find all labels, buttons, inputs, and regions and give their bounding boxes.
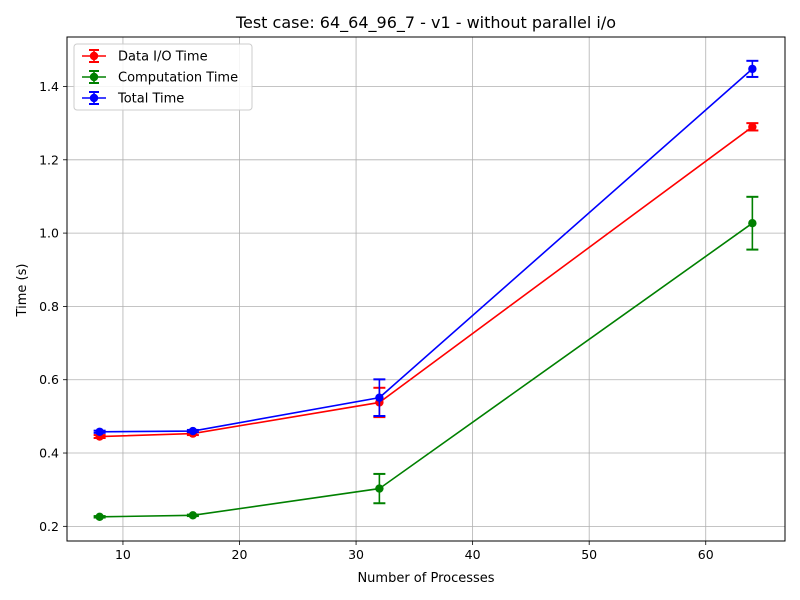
x-tick-label: 10 xyxy=(115,547,131,562)
x-tick-label: 50 xyxy=(581,547,597,562)
legend-item: Total Time xyxy=(82,91,184,107)
y-axis-label: Time (s) xyxy=(15,264,30,318)
chart-title: Test case: 64_64_96_7 - v1 - without par… xyxy=(235,13,616,33)
series-total-time xyxy=(93,59,759,436)
x-axis-label: Number of Processes xyxy=(357,571,494,586)
legend-item: Data I/O Time xyxy=(82,49,208,65)
legend-label: Total Time xyxy=(117,92,184,107)
data-point xyxy=(748,122,757,132)
legend-handle-marker xyxy=(89,93,99,103)
data-point xyxy=(748,64,757,74)
data-point xyxy=(188,426,198,436)
x-tick-label: 30 xyxy=(348,547,364,562)
series-layer xyxy=(93,59,759,522)
y-tick-label: 1.0 xyxy=(39,226,59,241)
legend-handle-marker xyxy=(89,51,99,61)
y-tick-label: 1.2 xyxy=(39,152,59,167)
legend-handle-marker xyxy=(89,72,99,82)
y-tick-label: 0.2 xyxy=(39,519,59,534)
series-line xyxy=(99,68,753,433)
x-tick-label: 60 xyxy=(698,547,714,562)
axis-ticks: 10 20 30 40 50 60 0.2 0.4 0.6 0.8 1.0 1.2 1.4 xyxy=(39,79,714,562)
x-tick-label: 40 xyxy=(465,547,481,562)
series-line xyxy=(99,126,753,438)
legend: Data I/O Time Computation Time Total Time xyxy=(73,43,253,111)
data-point xyxy=(375,484,384,493)
x-tick-label: 20 xyxy=(232,547,248,562)
y-tick-label: 0.6 xyxy=(39,372,59,387)
grid xyxy=(67,37,785,541)
data-point xyxy=(95,512,104,522)
legend-label: Data I/O Time xyxy=(118,50,208,65)
data-point xyxy=(188,511,198,520)
plot-frame xyxy=(66,36,786,542)
legend-label: Computation Time xyxy=(118,71,238,86)
series-line xyxy=(99,222,753,518)
y-tick-label: 1.4 xyxy=(39,79,59,94)
legend-item: Computation Time xyxy=(82,70,238,86)
data-point xyxy=(95,427,104,436)
data-point xyxy=(375,393,384,402)
legend-box xyxy=(73,43,253,111)
y-tick-label: 0.8 xyxy=(39,299,59,314)
data-point xyxy=(748,219,757,228)
series-computation-time xyxy=(93,195,759,522)
y-tick-label: 0.4 xyxy=(39,446,59,461)
